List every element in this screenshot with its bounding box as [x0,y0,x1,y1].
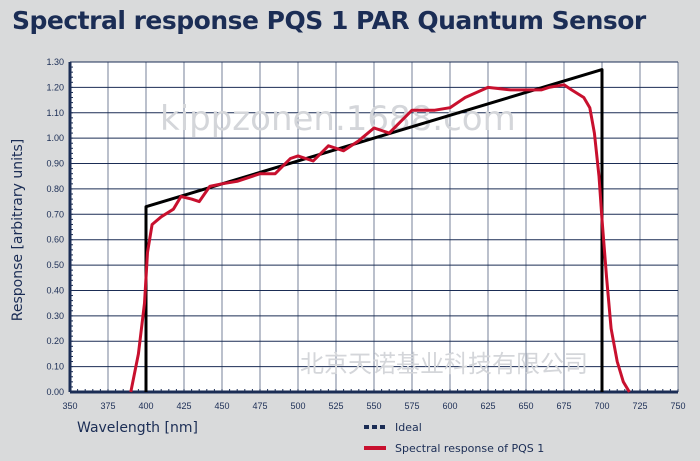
chart-title: Spectral response PQS 1 PAR Quantum Sens… [12,6,646,35]
x-tick-label: 450 [214,401,229,411]
x-tick-label: 650 [518,401,533,411]
x-tick-label: 750 [670,401,685,411]
y-tick-label: 1.00 [46,133,64,143]
y-tick-label: 0.50 [46,260,64,270]
y-tick-label: 0.40 [46,285,64,295]
y-tick-label: 0.60 [46,235,64,245]
x-tick-label: 725 [632,401,647,411]
x-tick-label: 500 [290,401,305,411]
legend-ideal-label: Ideal [395,421,422,434]
watermark-chinese: 北京天诺基业科技有限公司 [300,350,588,378]
y-axis-label: Response [arbitrary units] [10,139,26,321]
x-tick-label: 550 [366,401,381,411]
series-line-pqs1 [129,83,631,393]
x-tick-label: 675 [556,401,571,411]
x-axis-label: Wavelength [nm] [77,420,198,436]
x-tick-label: 375 [100,401,115,411]
y-tick-label: 0.90 [46,159,64,169]
x-tick-label: 700 [594,401,609,411]
x-tick-label: 575 [404,401,419,411]
x-tick-label: 350 [62,401,77,411]
watermark-url: kippzonen.1688.com [160,99,516,139]
y-tick-label: 1.30 [46,57,64,67]
y-tick-label: 1.10 [46,108,64,118]
x-tick-label: 400 [138,401,153,411]
x-tick-label: 625 [480,401,495,411]
y-tick-label: 0.10 [46,362,64,372]
y-tick-label: 0.80 [46,184,64,194]
x-tick-label: 425 [176,401,191,411]
y-tick-label: 0.30 [46,311,64,321]
y-tick-label: 0.00 [46,387,64,397]
legend-pqs1-label: Spectral response of PQS 1 [395,442,544,455]
y-tick-label: 1.20 [46,82,64,92]
x-tick-label: 475 [252,401,267,411]
y-tick-label: 0.20 [46,336,64,346]
y-tick-label: 0.70 [46,209,64,219]
x-tick-label: 600 [442,401,457,411]
legend: Ideal Spectral response of PQS 1 [364,421,544,455]
x-tick-label: 525 [328,401,343,411]
